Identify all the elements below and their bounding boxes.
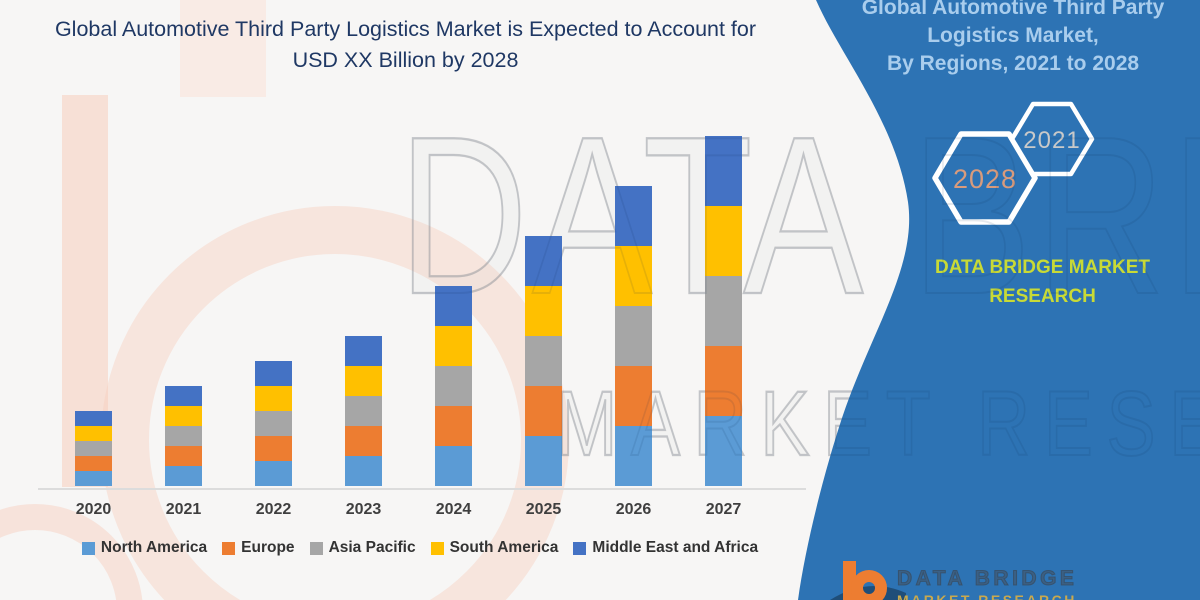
bar-segment: [255, 386, 292, 411]
chart-title: Global Automotive Third Party Logistics …: [18, 14, 793, 75]
chart-title-line2: USD XX Billion by 2028: [292, 47, 519, 72]
bar-segment: [345, 366, 382, 396]
watermark-corner-arc: [0, 504, 143, 600]
x-axis-line: [38, 488, 806, 490]
brand-text-line1: DATA BRIDGE MARKET: [935, 257, 1150, 278]
bar-segment: [615, 186, 652, 246]
sidebar-heading: Global Automotive Third Party Logistics …: [830, 0, 1196, 78]
bar-segment: [75, 426, 112, 441]
legend-swatch: [430, 541, 444, 555]
bar-segment: [435, 366, 472, 406]
legend-swatch: [573, 541, 587, 555]
bar-segment: [615, 246, 652, 306]
bar-segment: [75, 456, 112, 471]
legend-item: South America: [430, 539, 559, 557]
legend-swatch: [222, 541, 236, 555]
bar-segment: [345, 396, 382, 426]
x-axis-label: 2021: [165, 501, 202, 518]
legend-label: South America: [449, 539, 559, 556]
bar-segment: [255, 361, 292, 386]
brand-text: DATA BRIDGE MARKET RESEARCH: [880, 253, 1200, 312]
bar-segment: [705, 206, 742, 276]
bar-segment: [615, 426, 652, 486]
bar-segment: [255, 461, 292, 486]
bar-segment: [165, 446, 202, 466]
bar-segment: [705, 346, 742, 416]
bar-segment: [345, 426, 382, 456]
bar-segment: [165, 386, 202, 406]
legend-label: North America: [100, 539, 208, 556]
bar-segment: [165, 426, 202, 446]
bar-segment: [705, 276, 742, 346]
bar-segment: [75, 411, 112, 426]
bar-segment: [435, 286, 472, 326]
legend-item: Middle East and Africa: [573, 539, 758, 557]
bar-segment: [615, 366, 652, 426]
sidebar-heading-line2: Logistics Market,: [927, 23, 1099, 47]
legend-swatch: [81, 541, 95, 555]
bar-segment: [345, 336, 382, 366]
bar-segment: [705, 416, 742, 486]
bar-segment: [75, 441, 112, 456]
bar-segment: [525, 236, 562, 286]
watermark-strip: [180, 0, 266, 97]
bar-segment: [165, 466, 202, 486]
bar-segment: [255, 411, 292, 436]
bar-segment: [525, 336, 562, 386]
legend-item: North America: [81, 539, 208, 557]
chart-legend: North America Europe Asia Pacific South Ame…: [36, 539, 804, 557]
legend-label: Middle East and Africa: [592, 539, 759, 556]
bar-segment: [435, 446, 472, 486]
sidebar-heading-line1: Global Automotive Third Party: [861, 0, 1165, 19]
legend-swatch: [309, 541, 323, 555]
bar-segment: [435, 406, 472, 446]
x-axis-label: 2023: [345, 501, 382, 518]
x-axis-label: 2027: [705, 501, 742, 518]
x-axis-label: 2025: [525, 501, 562, 518]
chart-title-line1: Global Automotive Third Party Logistics …: [54, 17, 757, 41]
bar-segment: [165, 406, 202, 426]
bar-segment: [525, 386, 562, 436]
legend-label: Asia Pacific: [328, 539, 416, 556]
legend-item: Asia Pacific: [309, 539, 416, 557]
brand-text-line2: RESEARCH: [989, 286, 1096, 308]
bar-segment: [435, 326, 472, 366]
legend-item: Europe: [222, 539, 295, 557]
bar-segment: [255, 436, 292, 461]
x-axis-label: 2022: [255, 501, 292, 518]
x-axis-label: 2020: [75, 501, 112, 518]
bar-segment: [525, 436, 562, 486]
x-axis-label: 2026: [615, 501, 652, 518]
bar-segment: [705, 136, 742, 206]
bar-segment: [525, 286, 562, 336]
bar-segment: [75, 471, 112, 486]
bar-segment: [345, 456, 382, 486]
legend-label: Europe: [241, 539, 295, 556]
sidebar-heading-line3: By Regions, 2021 to 2028: [886, 51, 1140, 75]
bar-segment: [615, 306, 652, 366]
x-axis-label: 2024: [435, 501, 472, 518]
